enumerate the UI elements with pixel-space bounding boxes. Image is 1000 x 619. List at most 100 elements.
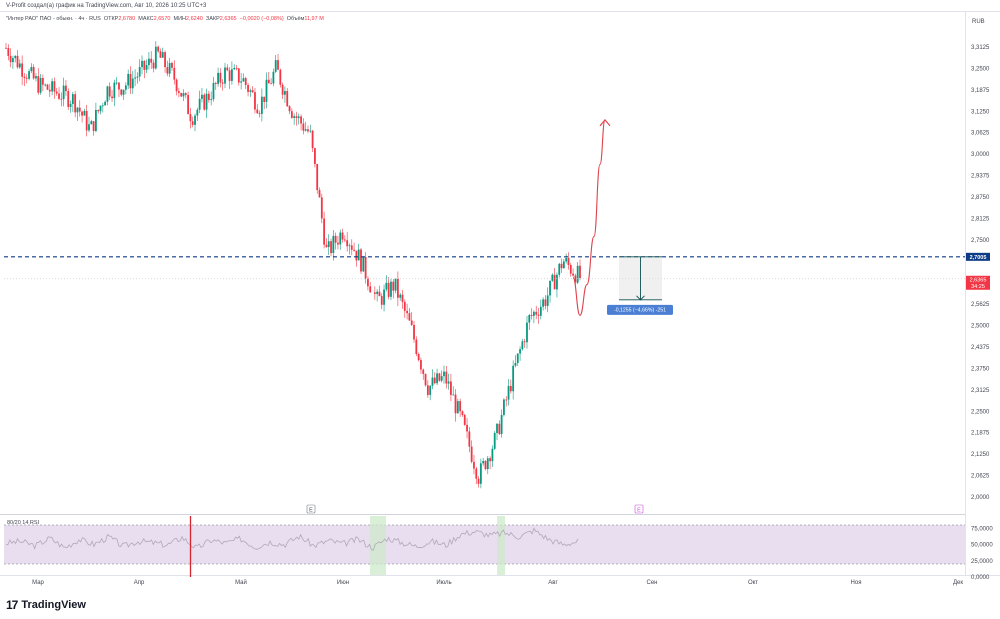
candle-body: [401, 294, 404, 302]
event-marker[interactable]: [634, 504, 644, 514]
rsi-tick-label: 50,0000: [971, 543, 993, 549]
candle-body: [154, 46, 157, 69]
candle-body: [302, 123, 305, 131]
candle-body: [51, 81, 54, 92]
candle-body: [184, 93, 187, 96]
candle-body: [466, 424, 468, 432]
candle-body: [115, 82, 118, 84]
price-badge-time: 34:25: [971, 284, 985, 290]
time-axis[interactable]: Мар Апр Май Июн Июль Авг Сен Окт Ноя Дек: [32, 579, 963, 586]
author-line: V-Profit создал(а) график на TradingView…: [6, 3, 207, 9]
candle-body: [18, 63, 21, 68]
candle-body: [447, 381, 450, 384]
candle-body: [69, 103, 72, 107]
candle-body: [207, 93, 210, 101]
candle-body: [161, 52, 164, 58]
candle-body: [260, 96, 263, 114]
candle-body: [5, 47, 7, 49]
candle-body: [37, 76, 40, 93]
candle-body: [203, 94, 206, 110]
candle-body: [323, 218, 326, 245]
candle-body: [422, 369, 425, 374]
candle-body: [92, 121, 95, 131]
candle-body: [498, 423, 501, 434]
candle-body: [440, 376, 443, 381]
candle-body: [60, 98, 63, 100]
candle-body: [523, 341, 526, 343]
candle-body: [519, 349, 521, 354]
change-value: −0,0020 (−0,08%): [239, 16, 284, 22]
candle-body: [463, 414, 466, 425]
candle-body: [233, 67, 236, 70]
close-value: 2,6365: [219, 16, 237, 22]
price-tick-label: 2,3125: [971, 388, 990, 394]
event-marker[interactable]: [306, 504, 316, 514]
candle-body: [385, 282, 388, 290]
candle-body: [81, 111, 83, 116]
candle-body: [327, 241, 330, 248]
candle-body: [297, 116, 300, 119]
candle-body: [493, 432, 496, 449]
candle-body: [475, 468, 478, 479]
candle-body: [281, 84, 284, 95]
candle-body: [417, 354, 420, 361]
candle-body: [556, 274, 558, 290]
candle-body: [558, 263, 561, 275]
price-tick-label: 3,1875: [971, 88, 990, 94]
forecast-arrow[interactable]: [572, 119, 606, 316]
candle-body: [549, 280, 551, 296]
time-tick-label: Окт: [748, 580, 758, 586]
candle-body: [539, 306, 542, 316]
candle-body: [65, 85, 67, 92]
price-tick-label: 3,0625: [971, 131, 990, 137]
price-badge-price: 2,6365: [970, 277, 987, 283]
candle-body: [290, 111, 293, 118]
price-badge: [966, 275, 990, 290]
symbol-name[interactable]: "Интер РАО" ПАО - обыкн. · 4ч · RUS: [6, 16, 101, 22]
price-tick-label: 2,8750: [971, 195, 990, 201]
candle-body: [265, 79, 268, 102]
candle-body: [479, 463, 482, 484]
candle-body: [108, 86, 111, 97]
tradingview-logo[interactable]: 17 TradingView: [6, 598, 86, 612]
candle-body: [120, 89, 123, 95]
candle-body: [111, 96, 113, 99]
candle-body: [489, 458, 491, 462]
candle-body: [496, 423, 498, 433]
candle-body: [235, 67, 238, 69]
event-highlight: [497, 516, 505, 575]
price-tick-label: 2,4375: [971, 345, 990, 351]
candle-body: [67, 91, 70, 107]
candle-body: [346, 240, 349, 247]
candle-body: [376, 291, 379, 294]
candle-body: [138, 67, 141, 77]
event-highlight: [370, 516, 386, 575]
candle-body: [355, 250, 358, 261]
candle-body: [293, 116, 296, 118]
candle-body: [219, 72, 222, 83]
volume-label: Объём: [286, 16, 305, 22]
candle-body: [569, 264, 572, 274]
candle-body: [221, 82, 224, 84]
rsi-tick-label: 25,0000: [971, 559, 993, 565]
rsi-tick-label: 75,0000: [971, 526, 993, 532]
price-tick-label: 2,0000: [971, 495, 990, 501]
candle-body: [300, 116, 302, 124]
candle-body: [226, 67, 229, 71]
candle-body: [362, 256, 365, 272]
candle-body: [450, 381, 452, 395]
price-axis[interactable]: 3,3125 3,2500 3,1875 3,1250 3,0625 3,0000 2,93…: [971, 45, 990, 501]
volume-value: 11,97 M: [304, 16, 324, 22]
candle-body: [367, 278, 369, 287]
price-tick-label: 2,8125: [971, 216, 990, 222]
candle-body: [267, 79, 270, 84]
candle-body: [443, 371, 445, 377]
candle-body: [392, 281, 395, 291]
candle-body: [526, 322, 528, 343]
candle-body: [247, 84, 249, 92]
candle-body: [406, 310, 409, 314]
candle-body: [357, 249, 360, 261]
candle-body: [48, 89, 51, 92]
candle-body: [35, 76, 37, 79]
